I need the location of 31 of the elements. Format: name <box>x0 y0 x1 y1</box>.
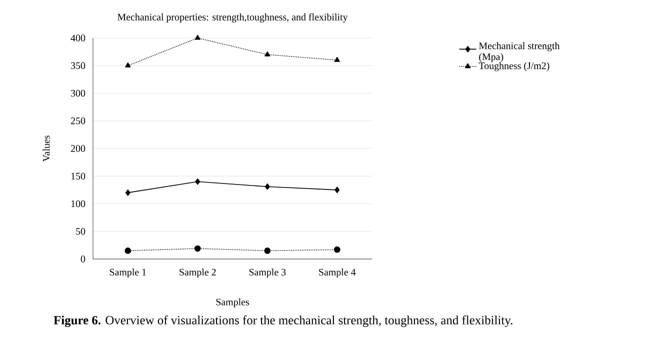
point <box>264 183 270 190</box>
point <box>264 248 271 254</box>
y-tick-label: 400 <box>70 34 86 42</box>
x-tick-label: Sample 2 <box>180 268 216 278</box>
y-tick-label: 50 <box>76 228 86 235</box>
legend-label: Toughness (J/m2) <box>478 62 550 72</box>
y-tick-label: 200 <box>70 145 86 152</box>
point <box>124 248 132 254</box>
y-tick-label: 0 <box>80 256 86 262</box>
x-tick-label: Sample 1 <box>110 268 146 278</box>
point <box>334 246 340 253</box>
chart-title: Mechanical properties: strength,toughness, and flexibility <box>118 13 348 23</box>
point <box>334 56 340 62</box>
point <box>194 34 200 40</box>
y-tick-label: 300 <box>71 90 86 97</box>
x-axis-title: Samples <box>216 298 250 308</box>
point <box>125 62 131 68</box>
y-tick-label: 100 <box>71 200 86 208</box>
point <box>264 51 270 56</box>
y-tick-label: 350 <box>71 62 86 69</box>
legend-label: Mechanical strength (Mpa) <box>478 42 560 62</box>
x-tick-label: Sample 3 <box>249 268 286 278</box>
y-axis-title: Values <box>42 136 50 162</box>
y-tick-label: 250 <box>70 118 86 124</box>
point <box>195 178 200 185</box>
x-tick-label: Sample 4 <box>319 268 356 278</box>
point <box>334 186 340 194</box>
y-tick-label: 150 <box>71 172 86 180</box>
text: Figure 6. Overview of visualizations for the mechanical strength, toughness, and flexibility. <box>54 316 512 328</box>
point <box>125 190 130 196</box>
point <box>194 245 201 252</box>
